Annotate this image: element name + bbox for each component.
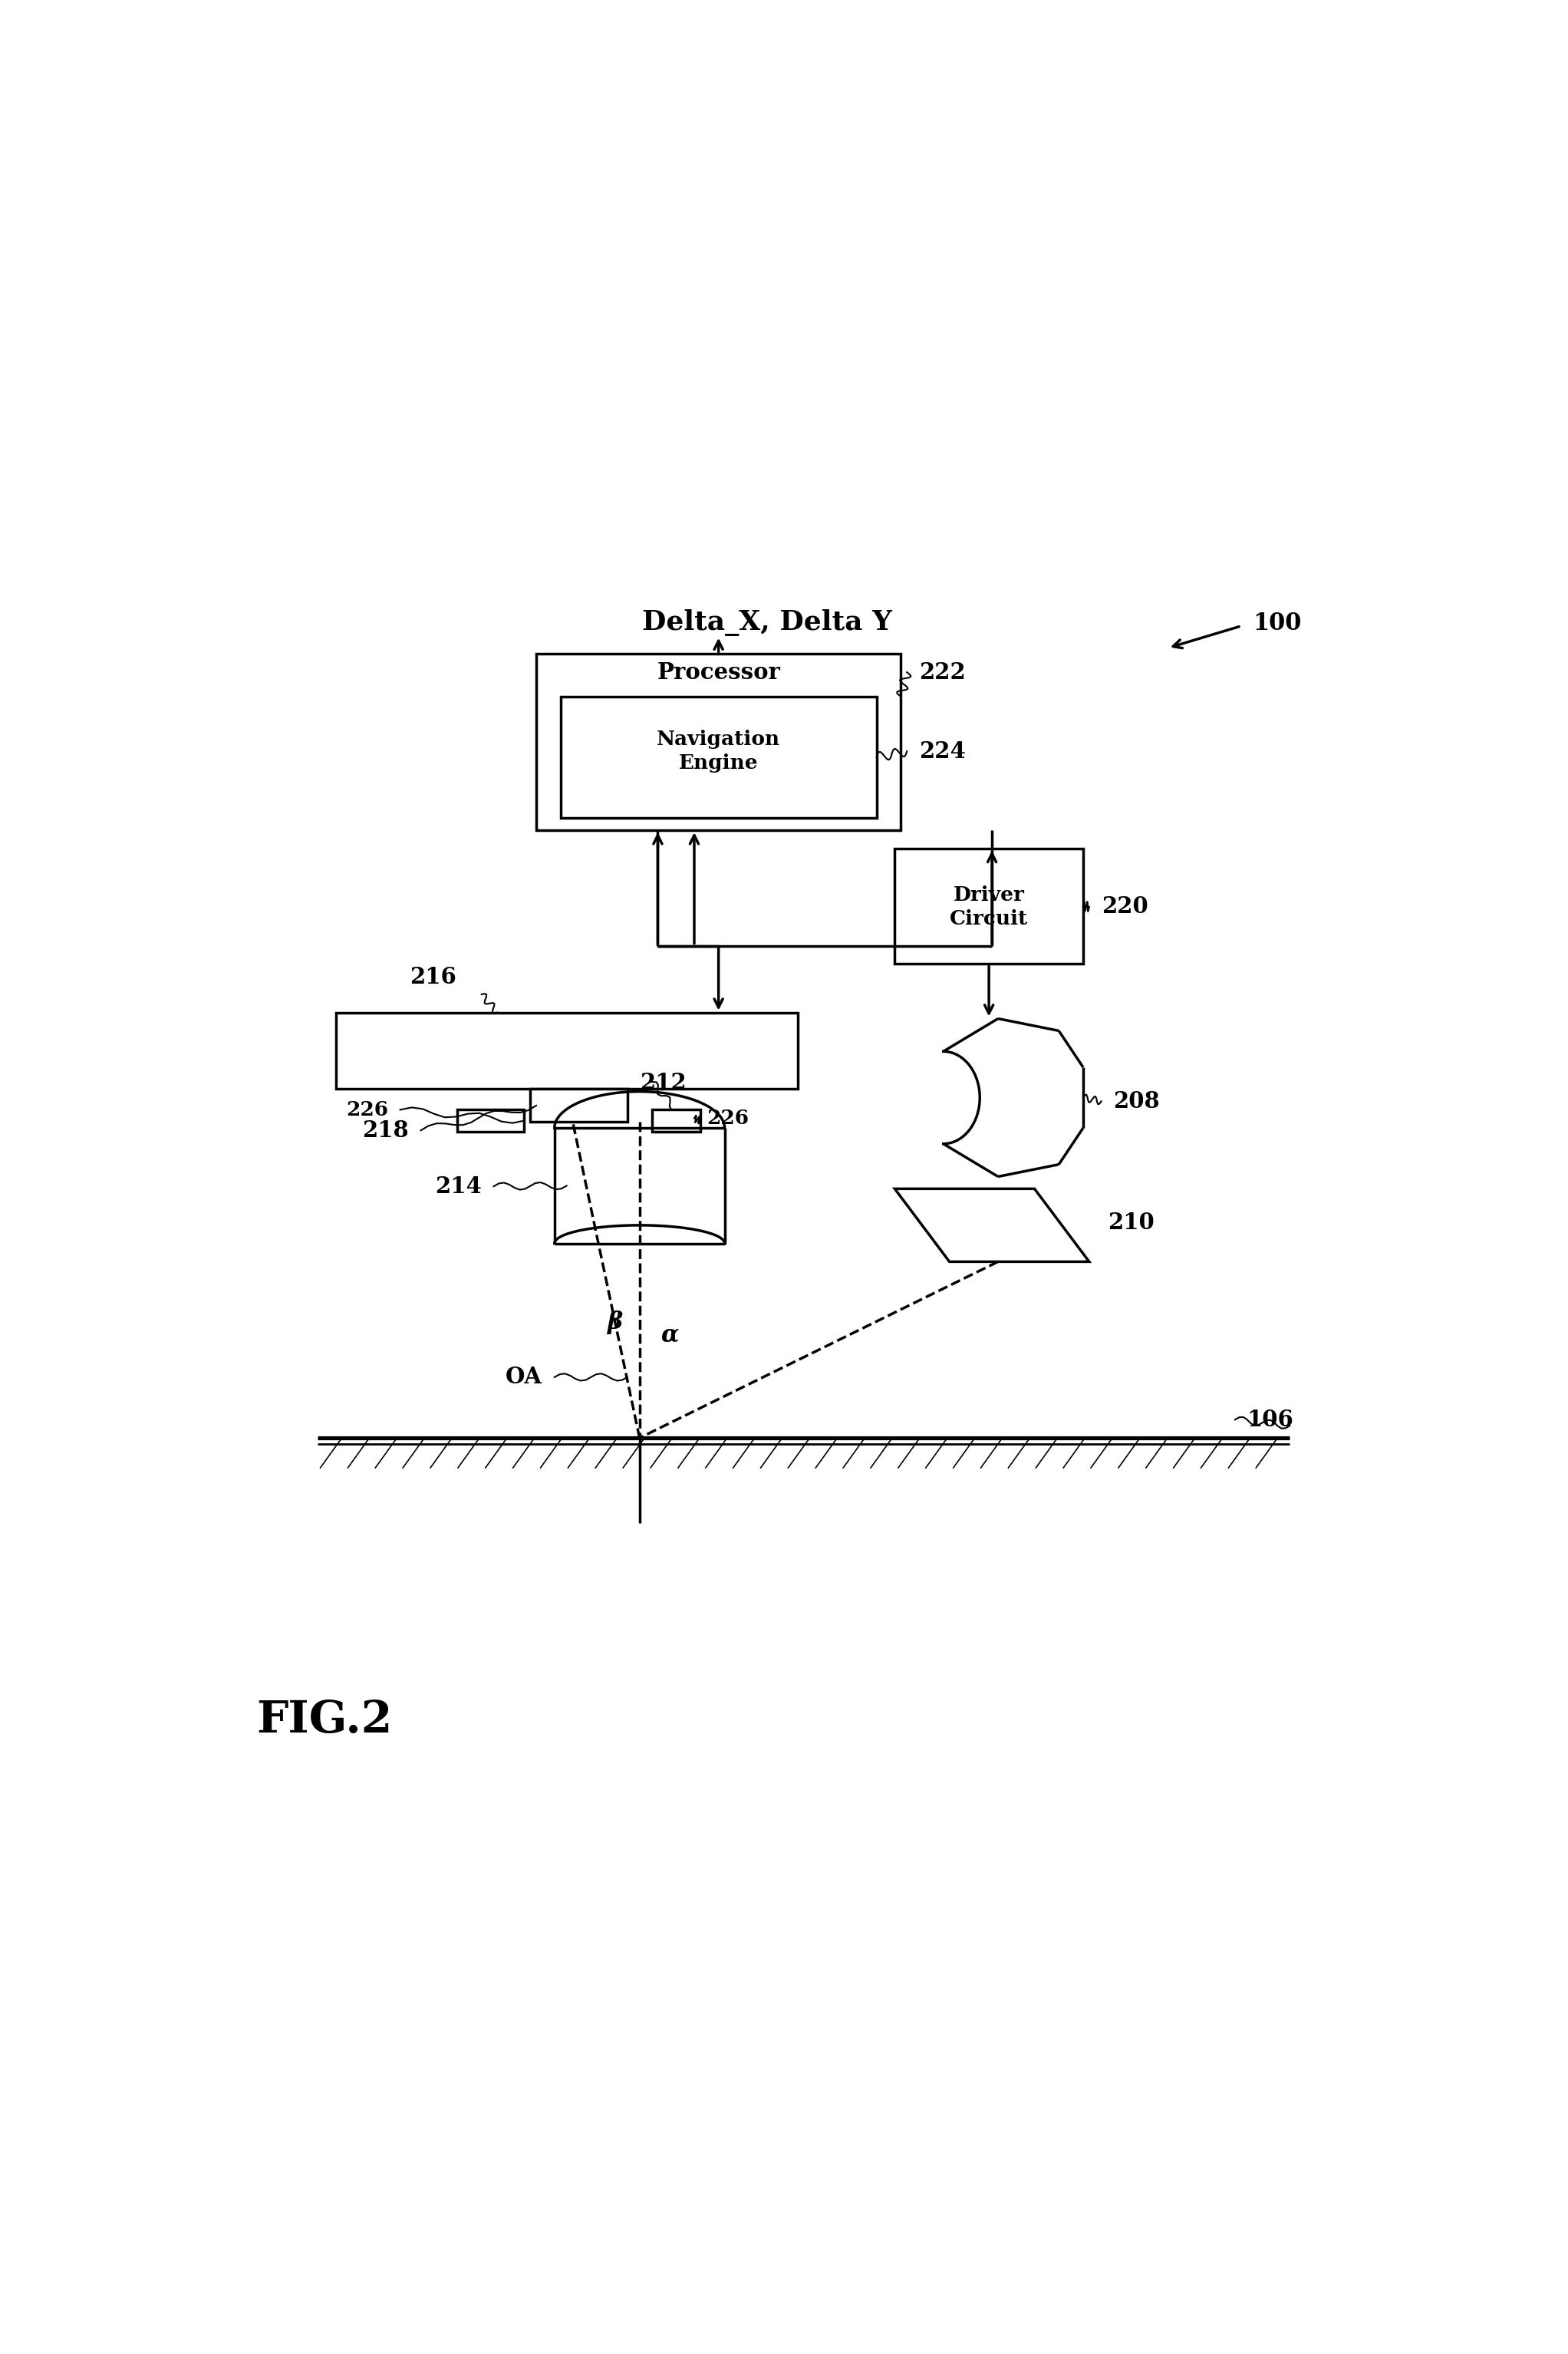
Bar <box>895 847 1083 963</box>
Bar <box>530 1090 627 1123</box>
Text: 224: 224 <box>919 739 966 763</box>
Text: FIG.2: FIG.2 <box>257 1700 394 1742</box>
Text: β: β <box>607 1311 622 1335</box>
Text: Processor: Processor <box>657 661 781 683</box>
Bar <box>561 697 877 819</box>
Text: Driver
Circuit: Driver Circuit <box>950 885 1029 927</box>
Text: 216: 216 <box>409 965 456 989</box>
Text: 218: 218 <box>362 1118 409 1142</box>
Text: 226: 226 <box>706 1109 748 1128</box>
Text: 106: 106 <box>1247 1408 1294 1431</box>
Bar <box>458 1109 524 1132</box>
Text: 222: 222 <box>919 661 966 683</box>
Bar <box>652 1109 701 1132</box>
Text: 226: 226 <box>347 1099 387 1121</box>
Text: α: α <box>662 1323 679 1346</box>
Text: Navigation
Engine: Navigation Engine <box>657 730 781 772</box>
Text: 212: 212 <box>640 1071 687 1095</box>
Text: 210: 210 <box>1107 1212 1154 1233</box>
Text: 214: 214 <box>434 1175 481 1198</box>
Text: 208: 208 <box>1113 1090 1160 1113</box>
Text: 220: 220 <box>1101 895 1148 918</box>
Text: 100: 100 <box>1253 612 1301 636</box>
Bar <box>336 1012 798 1090</box>
Text: Delta_X, Delta Y: Delta_X, Delta Y <box>643 610 892 636</box>
Bar <box>536 654 902 831</box>
Text: OA: OA <box>505 1365 543 1389</box>
